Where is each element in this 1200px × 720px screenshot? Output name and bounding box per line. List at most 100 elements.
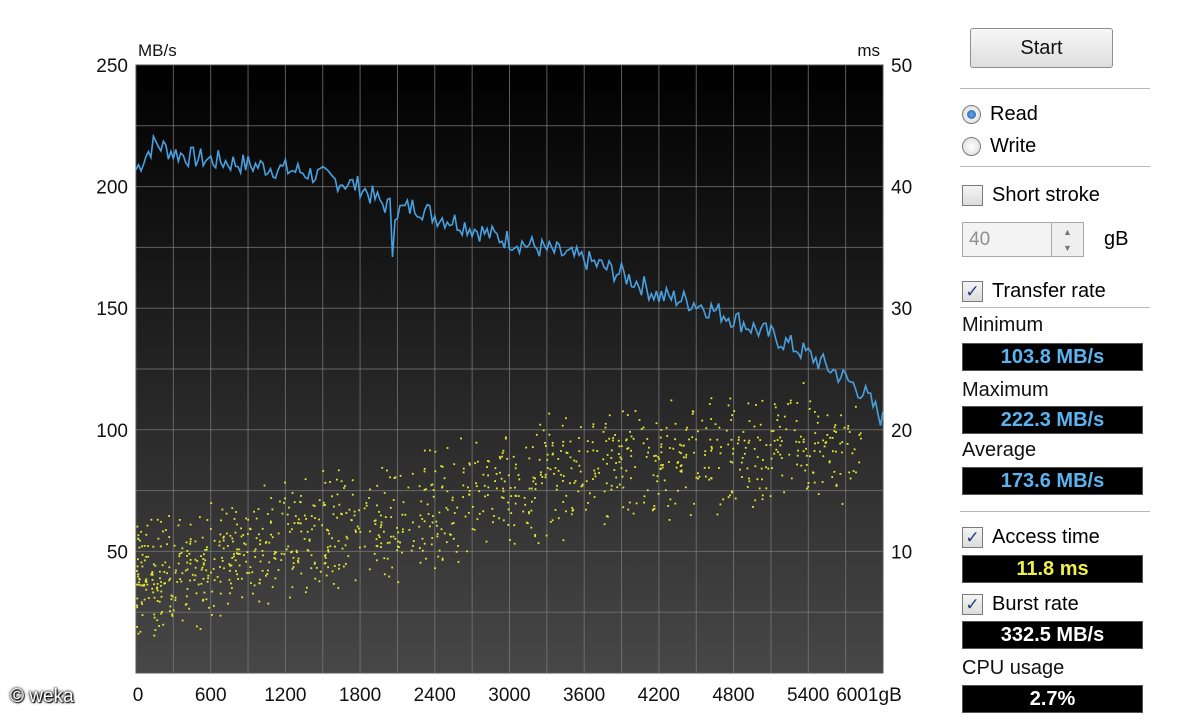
access-time-point xyxy=(331,570,334,573)
access-time-point xyxy=(222,539,225,542)
access-time-checkbox[interactable]: ✓ xyxy=(962,526,983,548)
access-time-point xyxy=(610,488,613,491)
access-time-point xyxy=(769,444,772,446)
x-tick-label: 4200 xyxy=(638,685,680,706)
access-time-point xyxy=(503,480,506,483)
access-time-point xyxy=(759,423,762,426)
access-time-point xyxy=(432,489,435,491)
access-time-point xyxy=(502,449,505,452)
write-option[interactable]: Write xyxy=(962,132,1036,160)
y-tick-label-right: 10 xyxy=(891,542,912,563)
access-time-point xyxy=(849,477,852,480)
access-time-label: Access time xyxy=(992,525,1100,548)
access-time-point xyxy=(680,469,683,472)
access-time-point xyxy=(338,564,341,566)
access-time-point xyxy=(237,578,239,580)
access-time-point xyxy=(141,584,144,587)
access-time-point xyxy=(747,441,750,444)
access-time-point xyxy=(775,448,778,451)
read-radio[interactable] xyxy=(962,104,981,124)
access-time-point xyxy=(345,563,347,565)
transfer-rate-checkbox[interactable]: ✓ xyxy=(962,280,983,302)
access-time-point xyxy=(679,443,681,446)
access-time-point xyxy=(476,518,479,521)
access-time-point xyxy=(701,419,704,422)
short-stroke-checkbox[interactable] xyxy=(962,184,983,206)
access-time-point xyxy=(356,525,359,528)
access-time-point xyxy=(219,533,222,536)
access-time-point xyxy=(186,550,189,552)
access-time-value: 11.8 ms xyxy=(962,555,1143,583)
access-time-point xyxy=(153,634,156,637)
access-time-point xyxy=(774,406,777,409)
access-time-point xyxy=(714,423,717,426)
spin-up-icon[interactable]: ▲ xyxy=(1063,227,1072,237)
access-time-point xyxy=(612,439,614,442)
access-time-point xyxy=(334,545,336,548)
access-time-point xyxy=(210,502,213,504)
access-time-point xyxy=(354,529,357,532)
access-time-point xyxy=(549,521,552,523)
access-time-point xyxy=(145,588,148,591)
access-time-point xyxy=(219,580,222,583)
short-stroke-size-input[interactable]: 40 xyxy=(962,222,1052,257)
access-time-point xyxy=(139,630,142,633)
burst-rate-option[interactable]: ✓ Burst rate xyxy=(962,590,1079,618)
access-time-point xyxy=(343,487,345,489)
access-time-point xyxy=(308,538,311,541)
access-time-point xyxy=(453,463,456,466)
access-time-point xyxy=(507,524,510,526)
access-time-point xyxy=(153,613,156,616)
access-time-point xyxy=(274,577,277,580)
short-stroke-option[interactable]: Short stroke xyxy=(962,181,1100,209)
access-time-point xyxy=(569,456,572,459)
access-time-point xyxy=(591,441,594,444)
start-button[interactable]: Start xyxy=(970,28,1113,68)
burst-rate-checkbox[interactable]: ✓ xyxy=(962,593,983,615)
access-time-point xyxy=(271,508,274,511)
read-option[interactable]: Read xyxy=(962,100,1038,128)
access-time-point xyxy=(732,452,734,455)
access-time-point xyxy=(264,542,267,544)
access-time-point xyxy=(545,534,548,537)
access-time-point xyxy=(419,547,421,549)
access-time-point xyxy=(485,540,488,543)
access-time-point xyxy=(676,462,679,464)
access-time-point xyxy=(254,556,257,558)
access-time-point xyxy=(136,604,138,607)
write-radio[interactable] xyxy=(962,136,981,156)
access-time-point xyxy=(229,534,232,537)
access-time-point xyxy=(136,570,138,572)
access-time-point xyxy=(218,540,221,543)
access-time-point xyxy=(297,557,300,560)
access-time-point xyxy=(569,440,572,443)
transfer-rate-option[interactable]: ✓ Transfer rate xyxy=(962,277,1106,305)
access-time-point xyxy=(412,545,414,547)
x-tick-label: 1800 xyxy=(339,685,381,706)
short-stroke-spinner[interactable]: ▲ ▼ xyxy=(1052,222,1084,257)
access-time-point xyxy=(419,561,422,564)
access-time-point xyxy=(562,480,564,482)
access-time-point xyxy=(731,491,733,494)
access-time-point xyxy=(499,471,501,474)
access-time-point xyxy=(211,614,213,616)
access-time-point xyxy=(281,512,284,515)
access-time-point xyxy=(222,536,225,539)
access-time-point xyxy=(710,449,713,452)
access-time-point xyxy=(152,591,155,594)
access-time-point xyxy=(630,477,632,480)
access-time-point xyxy=(436,535,439,538)
access-time-point xyxy=(262,554,264,557)
access-time-point xyxy=(526,522,529,525)
access-time-point xyxy=(746,467,749,470)
access-time-point xyxy=(233,553,235,555)
access-time-point xyxy=(386,557,389,560)
access-time-point xyxy=(178,519,181,521)
access-time-point xyxy=(697,477,699,480)
access-time-option[interactable]: ✓ Access time xyxy=(962,523,1100,551)
access-time-point xyxy=(585,508,587,511)
spin-down-icon[interactable]: ▼ xyxy=(1063,243,1072,253)
access-time-point xyxy=(652,474,655,477)
access-time-point xyxy=(647,451,649,454)
access-time-point xyxy=(322,504,325,507)
